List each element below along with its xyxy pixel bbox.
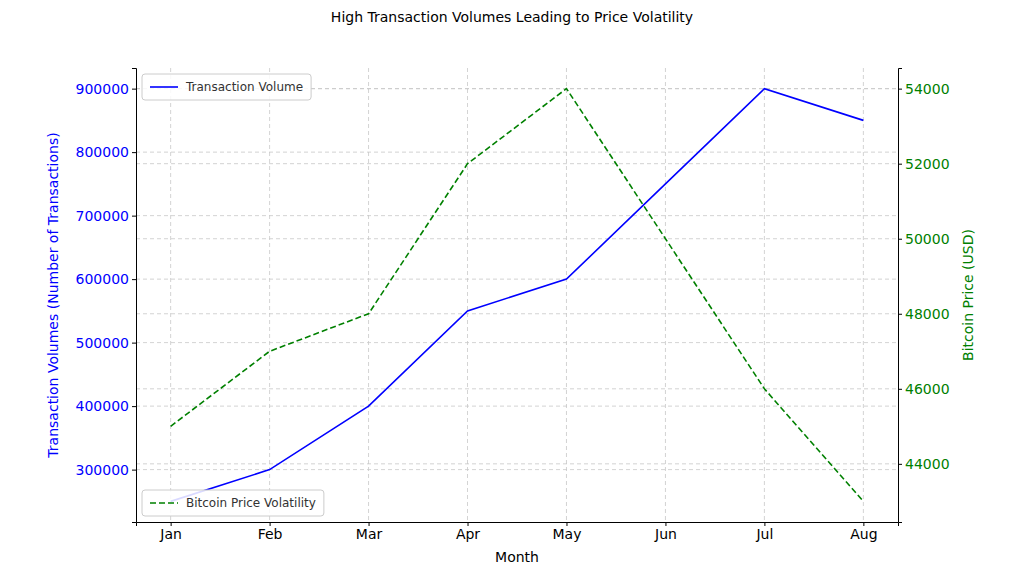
tick: Aug bbox=[850, 522, 877, 542]
grid-line-x bbox=[764, 68, 765, 522]
grid-line-y bbox=[136, 279, 898, 280]
tick: 50000 bbox=[898, 231, 950, 247]
tick-mark bbox=[132, 89, 136, 90]
tick-mark bbox=[132, 343, 136, 344]
tick-mark bbox=[132, 152, 136, 153]
tick: 900000 bbox=[76, 81, 136, 97]
tick-mark bbox=[132, 216, 136, 217]
tick-mark bbox=[898, 389, 902, 390]
tick-label: 500000 bbox=[76, 335, 129, 351]
tick: Mar bbox=[356, 522, 383, 542]
tick-label: May bbox=[553, 526, 582, 542]
plot-area bbox=[171, 89, 864, 502]
x-axis: Jan Feb Mar Apr May Jun Jul Aug bbox=[137, 522, 899, 542]
chart-title: High Transaction Volumes Leading to Pric… bbox=[331, 9, 693, 25]
legend: Transaction Volume bbox=[142, 74, 311, 100]
grid-line-x bbox=[665, 68, 666, 522]
tick-label: 44000 bbox=[905, 456, 950, 472]
tick-mark bbox=[132, 406, 136, 407]
grid-line-y2 bbox=[136, 388, 898, 389]
legend: Bitcoin Price Volatility bbox=[142, 490, 324, 516]
tick-label: 900000 bbox=[76, 81, 129, 97]
grid-line-x bbox=[863, 68, 864, 522]
data-line bbox=[171, 89, 864, 502]
legend-frame bbox=[142, 490, 324, 516]
grid-line-y bbox=[136, 406, 898, 407]
tick-label: 50000 bbox=[905, 231, 950, 247]
tick-label: Apr bbox=[456, 526, 480, 542]
grid-line-x bbox=[170, 68, 171, 522]
tick: Apr bbox=[456, 522, 480, 542]
grid-line-y bbox=[136, 342, 898, 343]
x-axis-title: Month bbox=[495, 549, 539, 565]
tick: Jun bbox=[654, 522, 677, 542]
grid-line-y bbox=[136, 215, 898, 216]
legend-label: Bitcoin Price Volatility bbox=[186, 496, 316, 510]
tick-label: Jul bbox=[755, 526, 773, 542]
background bbox=[0, 0, 1024, 576]
tick: 700000 bbox=[76, 208, 136, 224]
tick-label: 46000 bbox=[905, 381, 950, 397]
y-axis: 300000 400000 500000 600000 700000 800000 9000… bbox=[76, 69, 137, 523]
y2-axis-title: Bitcoin Price (USD) bbox=[960, 229, 976, 361]
tick: Jul bbox=[755, 522, 773, 542]
grid-line-x bbox=[269, 68, 270, 522]
grid-line-y bbox=[136, 152, 898, 153]
tick-label: 600000 bbox=[76, 271, 129, 287]
tick-label: Jun bbox=[654, 526, 677, 542]
tick-mark bbox=[898, 464, 902, 465]
tick-label: 48000 bbox=[905, 306, 950, 322]
grid-line-y2 bbox=[136, 313, 898, 314]
grid bbox=[136, 68, 898, 522]
tick-label: 800000 bbox=[76, 144, 129, 160]
tick-label: 700000 bbox=[76, 208, 129, 224]
grid-line-x bbox=[368, 68, 369, 522]
tick: May bbox=[553, 522, 582, 542]
tick: 48000 bbox=[898, 306, 950, 322]
grid-line-x bbox=[566, 68, 567, 522]
tick: 44000 bbox=[898, 456, 950, 472]
y-axis-title: Transaction Volumes (Number of Transacti… bbox=[45, 132, 61, 458]
axis-line bbox=[137, 523, 899, 527]
tick: 400000 bbox=[76, 398, 136, 414]
tick: 600000 bbox=[76, 271, 136, 287]
tick-label: Mar bbox=[356, 526, 383, 542]
grid-line-y2 bbox=[136, 238, 898, 239]
tick: 300000 bbox=[76, 462, 136, 478]
tick: 800000 bbox=[76, 144, 136, 160]
tick-label: 400000 bbox=[76, 398, 129, 414]
tick-mark bbox=[132, 470, 136, 471]
legend-swatch bbox=[150, 86, 178, 88]
tick-label: Feb bbox=[258, 526, 283, 542]
tick-label: 300000 bbox=[76, 462, 129, 478]
tick-label: 54000 bbox=[905, 81, 950, 97]
tick-mark bbox=[132, 279, 136, 280]
tick-mark bbox=[898, 164, 902, 165]
legend-frame bbox=[142, 74, 311, 100]
tick-label: Jan bbox=[159, 526, 182, 542]
tick-mark bbox=[898, 239, 902, 240]
tick: Feb bbox=[258, 522, 283, 542]
tick: Jan bbox=[159, 522, 182, 542]
tick: 500000 bbox=[76, 335, 136, 351]
grid-line-y2 bbox=[136, 463, 898, 464]
chart-svg: Jan Feb Mar Apr May Jun Jul Aug 300000 400000 5000… bbox=[0, 0, 1024, 576]
legend-swatch bbox=[150, 502, 178, 504]
data-line bbox=[171, 89, 864, 502]
tick-label: 52000 bbox=[905, 156, 950, 172]
tick-mark bbox=[898, 89, 902, 90]
tick-label: Aug bbox=[850, 526, 877, 542]
tick: 54000 bbox=[898, 81, 950, 97]
grid-line-y bbox=[136, 469, 898, 470]
axis-line bbox=[132, 69, 137, 523]
axis-line bbox=[899, 69, 903, 523]
y2-axis: 44000 46000 48000 50000 52000 54000 bbox=[898, 69, 950, 523]
grid-line-y2 bbox=[136, 163, 898, 164]
tick: 46000 bbox=[898, 381, 950, 397]
legend-label: Transaction Volume bbox=[185, 80, 303, 94]
grid-line-x bbox=[467, 68, 468, 522]
tick-mark bbox=[898, 314, 902, 315]
tick: 52000 bbox=[898, 156, 950, 172]
